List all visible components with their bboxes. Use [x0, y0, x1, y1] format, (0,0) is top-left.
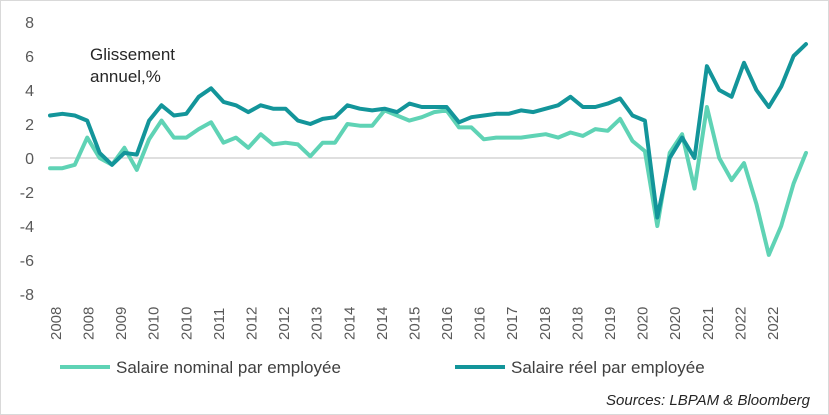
y-tick-label: -8	[20, 287, 34, 304]
y-tick-label: 8	[25, 15, 34, 32]
x-tick-label: 2011	[211, 308, 228, 340]
legend-label-reel: Salaire réel par employée	[511, 358, 705, 377]
y-tick-label: -4	[20, 219, 34, 236]
x-tick-label: 2015	[406, 307, 423, 340]
y-tick-label: -6	[20, 253, 34, 270]
x-tick-label: 2019	[602, 307, 619, 340]
series-line-reel	[48, 42, 808, 220]
y-tick-label: 0	[25, 151, 34, 168]
x-tick-label: 2017	[504, 307, 521, 340]
x-tick-label: 2012	[244, 307, 261, 340]
x-tick-label: 2018	[537, 307, 554, 340]
x-tick-label: 2010	[178, 307, 195, 340]
legend: Salaire nominal par employée Salaire rée…	[60, 358, 705, 377]
y-tick-label: 6	[25, 49, 34, 66]
x-tick-label: 2020	[635, 307, 652, 340]
x-tick-label: 2022	[765, 307, 782, 340]
x-tick-label: 2016	[439, 307, 456, 340]
annotation-line-2: annuel,%	[90, 67, 161, 86]
source-note: Sources: LBPAM & Bloomberg	[606, 392, 811, 409]
x-tick-label: 2014	[341, 307, 358, 340]
x-tick-label: 2018	[569, 307, 586, 340]
y-axis-ticks: 8 6 4 2 0 -2 -4 -6 -8	[20, 15, 34, 304]
x-tick-label: 2014	[374, 307, 391, 340]
x-tick-label: 2016	[472, 307, 489, 340]
y-tick-label: 4	[25, 83, 34, 100]
x-tick-label: 2021	[700, 307, 717, 340]
x-tick-label: 2009	[113, 307, 130, 340]
y-tick-label: -2	[20, 185, 34, 202]
series-lines	[48, 42, 808, 257]
x-tick-label: 2012	[276, 307, 293, 340]
y-tick-label: 2	[25, 117, 34, 134]
x-tick-label: 2008	[81, 307, 98, 340]
legend-label-nominal: Salaire nominal par employée	[116, 358, 341, 377]
x-tick-label: 2013	[309, 307, 326, 340]
series-line-nominal	[48, 105, 808, 257]
x-axis-ticks: 2008 2008 2009 2010 2010 2011 2012 2012 2013 2014…	[48, 307, 782, 340]
annotation-line-1: Glissement	[90, 45, 175, 64]
x-tick-label: 2010	[146, 307, 163, 340]
x-tick-label: 2020	[667, 307, 684, 340]
x-tick-label: 2008	[48, 307, 65, 340]
x-tick-label: 2022	[732, 307, 749, 340]
